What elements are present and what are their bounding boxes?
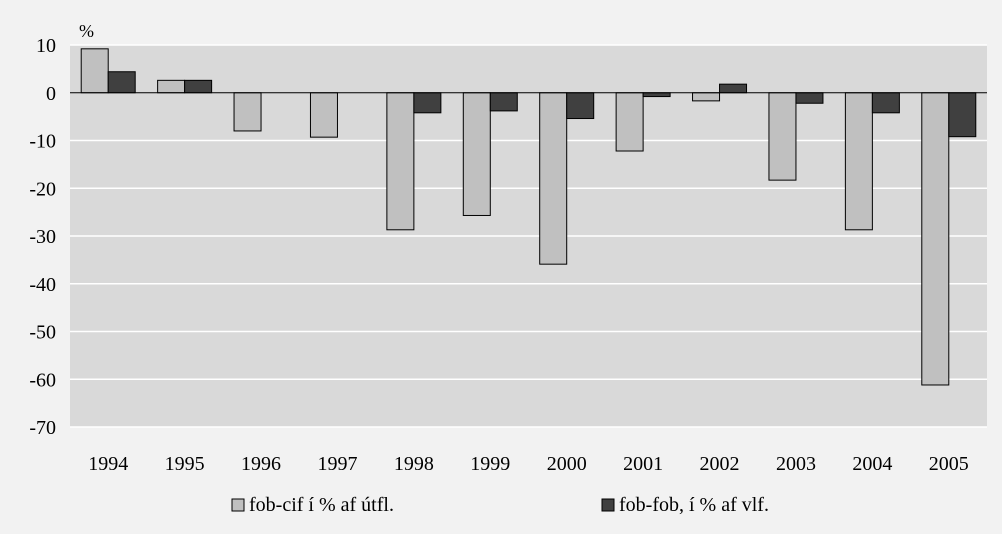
bar-fob-fob-1998 bbox=[413, 92, 442, 114]
x-tick-label: 1997 bbox=[317, 453, 357, 475]
y-tick-label: 10 bbox=[36, 35, 56, 57]
bar-fob-fob-2001 bbox=[642, 92, 671, 98]
bar-fob-fob-2004 bbox=[871, 92, 900, 114]
y-tick-label: 0 bbox=[46, 83, 56, 105]
x-tick-label: 1999 bbox=[470, 453, 510, 475]
bar-fob-fob-1994 bbox=[107, 71, 136, 94]
x-tick-label: 2000 bbox=[547, 453, 587, 475]
y-tick-label: -40 bbox=[29, 274, 56, 296]
bar-fob-fob-2005 bbox=[948, 92, 977, 138]
x-tick-label: 1994 bbox=[88, 453, 128, 475]
x-tick-label: 2002 bbox=[700, 453, 740, 475]
legend-label: fob-fob, í % af vlf. bbox=[619, 494, 769, 516]
x-tick-label: 1995 bbox=[165, 453, 205, 475]
bar-fob-cif-1998 bbox=[386, 92, 415, 231]
y-tick-label: -60 bbox=[29, 369, 56, 391]
bars bbox=[80, 48, 977, 386]
x-axis-ticks: 1994 1995 1996 1997 1998 1999 2000 2001 2002 2003… bbox=[88, 453, 969, 475]
bar-fob-fob-2002 bbox=[719, 83, 748, 94]
bar-fob-fob-2003 bbox=[795, 92, 824, 104]
y-tick-label: -50 bbox=[29, 322, 56, 344]
bar-fob-fob-2000 bbox=[566, 92, 595, 120]
x-tick-label: 2001 bbox=[623, 453, 663, 475]
x-tick-label: 1998 bbox=[394, 453, 434, 475]
bar-fob-cif-2000 bbox=[539, 92, 568, 265]
gridlines bbox=[70, 44, 987, 428]
x-tick-label: 2003 bbox=[776, 453, 816, 475]
legend-swatch bbox=[231, 498, 245, 512]
bar-fob-cif-2002 bbox=[692, 92, 721, 102]
bar-fob-cif-1997 bbox=[309, 92, 338, 138]
bar-fob-cif-1994 bbox=[80, 48, 109, 94]
y-tick-label: -70 bbox=[29, 417, 56, 439]
x-tick-label: 2004 bbox=[852, 453, 892, 475]
bar-fob-cif-1996 bbox=[233, 92, 262, 132]
y-tick-label: -10 bbox=[29, 131, 56, 153]
x-tick-label: 1996 bbox=[241, 453, 281, 475]
legend-label: fob-cif í % af útfl. bbox=[249, 494, 394, 516]
y-tick-label: -30 bbox=[29, 226, 56, 248]
x-tick-label: 2005 bbox=[929, 453, 969, 475]
bar-fob-fob-1995 bbox=[184, 79, 213, 94]
bar-fob-cif-2005 bbox=[921, 92, 950, 386]
y-tick-label: -20 bbox=[29, 178, 56, 200]
bar-fob-cif-2001 bbox=[615, 92, 644, 152]
bar-fob-cif-2004 bbox=[844, 92, 873, 231]
legend: fob-cif í % af útfl. fob-fob, í % af vlf. bbox=[231, 494, 769, 516]
bar-fob-cif-2003 bbox=[768, 92, 797, 181]
legend-swatch bbox=[601, 498, 615, 512]
bar-fob-fob-1999 bbox=[489, 92, 518, 112]
bar-fob-cif-1999 bbox=[462, 92, 491, 216]
bar-fob-cif-1995 bbox=[157, 79, 186, 94]
y-axis-ticks: 10 0 -10 -20 -30 -40 -50 -60 -70 bbox=[29, 35, 56, 439]
y-axis-unit-label: % bbox=[79, 21, 94, 41]
